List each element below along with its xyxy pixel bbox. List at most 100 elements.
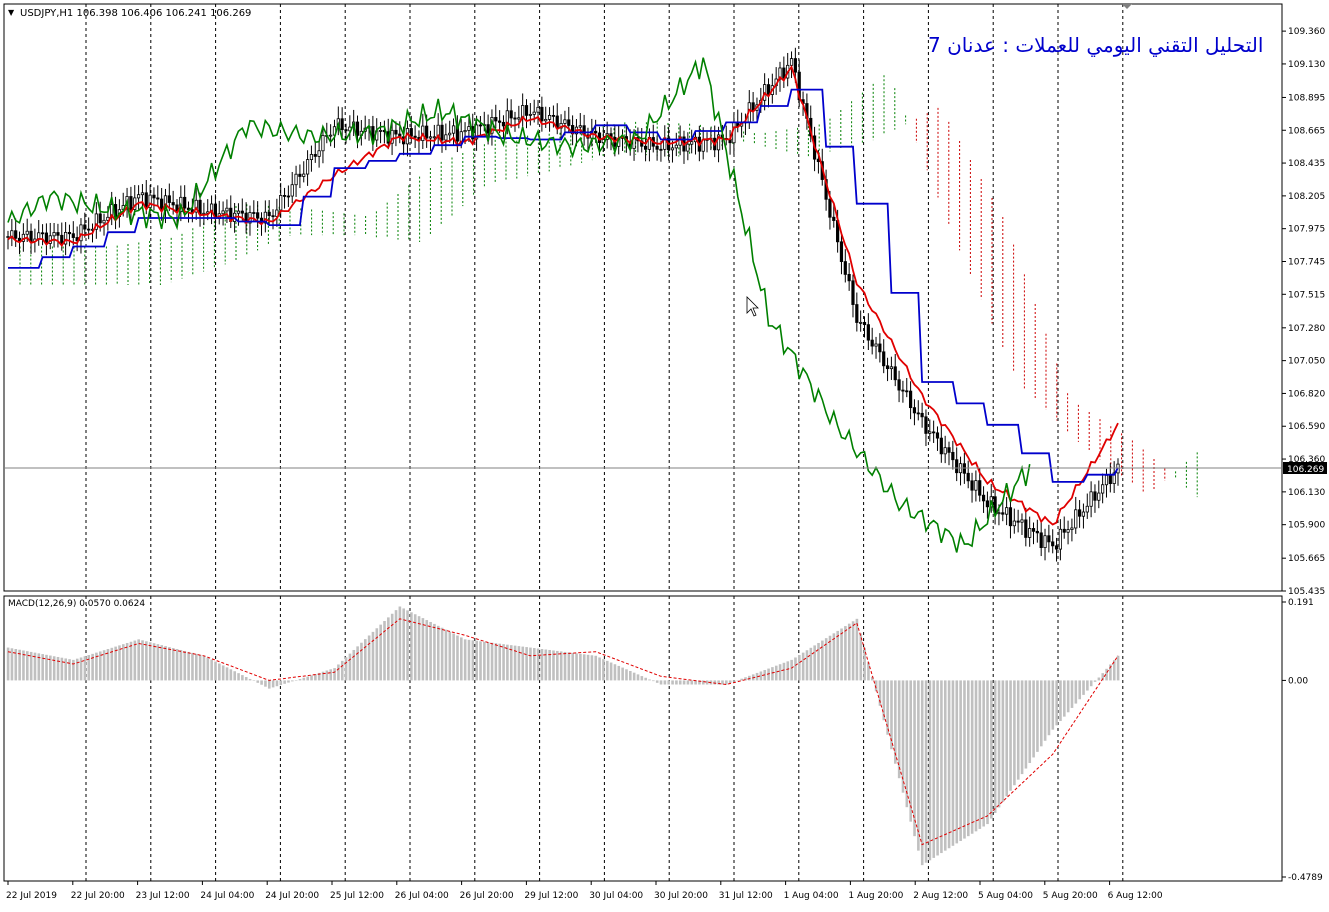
- macd-histogram-bar: [87, 655, 91, 681]
- macd-histogram-bar: [521, 646, 525, 681]
- symbol-info: USDJPY,H1 106.398 106.406 106.241 106.26…: [20, 8, 251, 19]
- price-label: 105.435: [1288, 587, 1325, 597]
- candle-body: [167, 195, 171, 203]
- macd-histogram-bar: [821, 640, 824, 681]
- macd-histogram-bar: [129, 641, 133, 681]
- macd-histogram-bar: [198, 654, 202, 681]
- macd-histogram-bar: [156, 644, 160, 681]
- candle-body: [997, 512, 1001, 515]
- macd-panel[interactable]: [3, 595, 1283, 882]
- macd-histogram-bar: [233, 671, 237, 681]
- macd-histogram-bar: [221, 665, 225, 681]
- macd-histogram-bar: [187, 651, 190, 681]
- macd-histogram-bar: [682, 680, 686, 685]
- time-label: 30 Jul 04:00: [589, 891, 643, 901]
- macd-histogram-bar: [271, 680, 275, 688]
- macd-histogram-bar: [317, 672, 321, 681]
- candle-body: [313, 154, 317, 157]
- macd-histogram-bar: [175, 649, 179, 681]
- macd-histogram-bar: [1055, 680, 1058, 726]
- macd-histogram-bar: [847, 623, 851, 681]
- main-panel[interactable]: [3, 3, 1283, 592]
- macd-histogram-bar: [540, 649, 544, 681]
- candle-body: [547, 114, 552, 120]
- macd-histogram-bar: [440, 627, 444, 681]
- macd-histogram-bar: [828, 635, 832, 681]
- macd-histogram-bar: [559, 651, 563, 681]
- candle-body: [110, 204, 114, 218]
- macd-histogram-bar: [678, 680, 682, 685]
- candle-body: [498, 120, 502, 123]
- macd-histogram-bar: [267, 680, 271, 689]
- macd-histogram-bar: [110, 647, 114, 681]
- macd-histogram-bar: [421, 618, 425, 681]
- macd-histogram-bar: [532, 648, 536, 681]
- macd-histogram-bar: [1116, 655, 1120, 681]
- macd-histogram-bar: [502, 644, 505, 681]
- macd-histogram-bar: [671, 680, 674, 685]
- candle-body: [1066, 529, 1070, 533]
- price-label: 108.205: [1288, 192, 1325, 202]
- macd-histogram-bar: [878, 680, 882, 706]
- macd-histogram-bar: [621, 667, 624, 681]
- candle-body: [540, 106, 544, 122]
- candle-body: [985, 500, 990, 508]
- candle-body: [885, 365, 890, 370]
- macd-histogram-bar: [494, 643, 498, 681]
- macd-histogram-bar: [379, 624, 382, 681]
- candle-body: [428, 136, 433, 139]
- collapse-icon[interactable]: ▼: [8, 8, 15, 17]
- macd-histogram-bar: [168, 647, 171, 681]
- candle-body: [64, 231, 68, 245]
- macd-histogram-bar: [321, 671, 325, 681]
- candle-body: [1101, 484, 1105, 494]
- price-label: 107.050: [1288, 357, 1325, 367]
- price-label: 108.665: [1288, 126, 1325, 136]
- macd-histogram-bar: [855, 618, 859, 681]
- macd-histogram-bar: [698, 680, 701, 685]
- price-label: 106.130: [1288, 488, 1325, 498]
- candle-body: [6, 236, 10, 238]
- candle-body: [970, 480, 974, 491]
- macd-histogram-bar: [525, 647, 528, 681]
- macd-histogram-bar: [14, 649, 18, 681]
- price-label: 106.590: [1288, 422, 1325, 432]
- price-label: 107.515: [1288, 290, 1325, 300]
- candle-body: [1028, 528, 1032, 538]
- candle-body: [1062, 528, 1066, 533]
- macd-histogram-bar: [936, 680, 939, 856]
- macd-histogram-bar: [817, 642, 820, 681]
- macd-histogram-bar: [721, 680, 724, 685]
- macd-histogram-bar: [114, 646, 117, 681]
- macd-histogram-bar: [755, 672, 759, 681]
- candle-body: [494, 117, 498, 122]
- candle-body: [329, 134, 333, 137]
- candle-body: [140, 192, 145, 196]
- candle-body: [1005, 507, 1009, 515]
- macd-histogram-bar: [636, 674, 640, 681]
- macd-histogram-bar: [1066, 680, 1070, 713]
- macd-histogram-bar: [356, 646, 359, 681]
- macd-histogram-bar: [375, 628, 379, 681]
- macd-histogram-bar: [118, 645, 121, 681]
- candle-body: [144, 192, 148, 208]
- macd-histogram-bar: [582, 654, 586, 681]
- macd-histogram-bar: [91, 653, 94, 681]
- candle-body: [832, 216, 836, 221]
- macd-histogram-bar: [947, 680, 951, 849]
- macd-histogram-bar: [433, 623, 436, 681]
- macd-histogram-bar: [52, 656, 56, 681]
- macd-histogram-bar: [294, 680, 298, 681]
- candle-body: [524, 105, 529, 116]
- macd-histogram-bar: [287, 680, 290, 683]
- macd-histogram-bar: [1101, 673, 1105, 681]
- time-label: 1 Aug 20:00: [848, 891, 903, 901]
- candle-body: [156, 197, 160, 200]
- candle-body: [309, 154, 314, 161]
- scroll-marker-icon[interactable]: [1122, 4, 1132, 9]
- macd-histogram-bar: [675, 680, 678, 685]
- candle-body: [893, 366, 897, 381]
- macd-histogram-bar: [98, 651, 102, 681]
- macd-histogram-bar: [413, 614, 417, 681]
